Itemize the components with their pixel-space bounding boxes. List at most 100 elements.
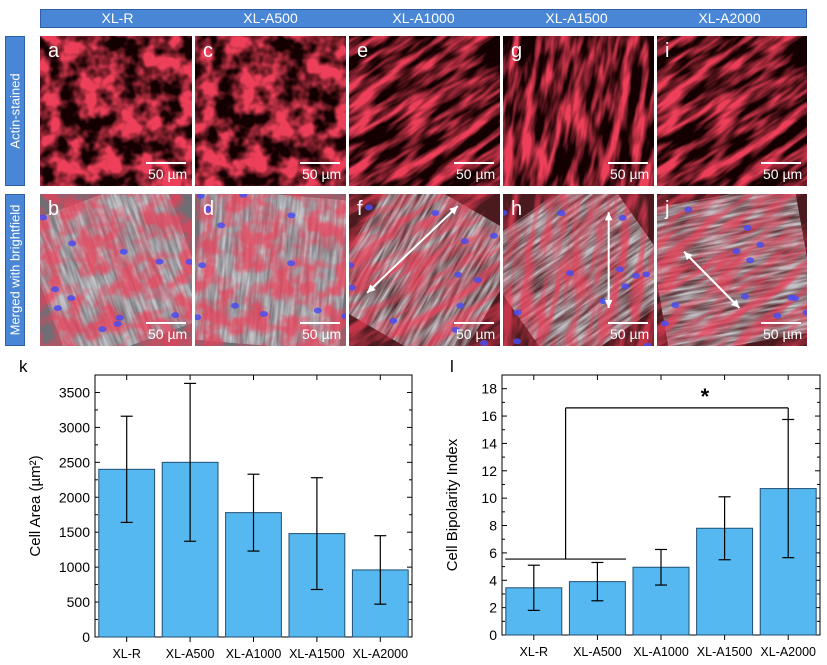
x-tick-label: XL-A500 <box>166 647 215 661</box>
panel-letter-l: l <box>450 357 454 376</box>
nucleus-mark <box>802 309 807 316</box>
scale-bar-line <box>761 162 801 164</box>
panel-letter-j: j <box>665 198 670 220</box>
micrograph-image-c <box>195 36 346 186</box>
nucleus-mark <box>621 283 630 290</box>
x-tick-label: XL-A1500 <box>289 647 345 661</box>
nucleus-mark <box>196 194 205 199</box>
scale-bar-label: 50 µm <box>302 166 342 182</box>
y-tick-label: 2 <box>489 600 497 616</box>
micrograph-image-a <box>40 36 192 186</box>
chart-cell-bipolarity: 0 2 4 6 8 10 12 14 16 18 XL-R XL-A500 XL-A1000 XL-A15… <box>444 374 821 659</box>
y-tick-label: 500 <box>67 594 91 610</box>
y-tick-label: 3000 <box>59 419 90 435</box>
nucleus-mark <box>53 305 62 312</box>
scale-bar-line <box>146 162 186 164</box>
scale-bar-line <box>300 322 340 324</box>
nucleus-mark <box>171 312 180 319</box>
nucleus-mark <box>746 257 755 264</box>
scale-bar-label: 50 µm <box>148 166 188 182</box>
y-axis-label: Cell Bipolarity Index <box>444 438 461 571</box>
nucleus-mark <box>732 248 741 255</box>
scale-bar-line <box>608 322 648 324</box>
micrograph-image-b <box>40 194 192 346</box>
scale-bar-label: 50 µm <box>456 166 496 182</box>
nucleus-mark <box>503 209 508 216</box>
column-label-xl-a1000: XL-A1000 <box>392 10 455 26</box>
nucleus-mark <box>684 206 693 213</box>
column-label-xl-a1500: XL-A1500 <box>545 10 608 26</box>
nucleus-mark <box>756 241 765 248</box>
nucleus-mark <box>489 232 498 239</box>
nucleus-mark <box>743 224 752 231</box>
nucleus-mark <box>513 338 521 345</box>
nucleus-mark <box>513 309 522 316</box>
x-tick-label: XL-A500 <box>573 645 622 659</box>
nucleus-mark <box>349 284 356 291</box>
nucleus-mark <box>119 248 128 255</box>
panel-letter-i: i <box>665 40 670 62</box>
y-tick-label: 12 <box>481 463 497 479</box>
panel-letter-f: f <box>357 198 363 220</box>
scale-bar-line <box>454 322 494 324</box>
chart-cell-area: 0 500 1000 1500 2000 2500 3000 3500 XL-R XL-A500 X… <box>27 374 413 661</box>
nucleus-mark <box>259 311 268 317</box>
nucleus-mark <box>557 210 566 217</box>
nucleus-mark <box>456 302 465 309</box>
y-tick-label: 2000 <box>59 489 90 505</box>
micrograph-image-e <box>349 36 500 186</box>
micrograph-panel-i: i 50 µm <box>657 36 807 186</box>
row-label-box-merged: Merged with brightfield <box>5 194 25 346</box>
row-label-actin: Actin-stained <box>7 73 23 149</box>
x-tick-label: XL-A1000 <box>226 647 282 661</box>
nucleus-mark <box>231 302 239 309</box>
x-tick-label: XL-A2000 <box>352 647 408 661</box>
scale-bar-label: 50 µm <box>763 166 803 182</box>
micrograph-panel-b: b 50 µm <box>40 194 192 346</box>
nucleus-mark <box>389 317 398 324</box>
nucleus-mark <box>616 266 624 273</box>
nucleus-mark <box>431 210 440 216</box>
micrograph-panel-j: j 50 µm <box>657 194 807 346</box>
nucleus-mark <box>68 240 77 247</box>
scale-bar-label: 50 µm <box>456 326 496 342</box>
row-label-merged: Merged with brightfield <box>7 204 23 336</box>
micrograph-panel-d: d 50 µm <box>195 194 346 346</box>
micrograph-panel-c: c 50 µm <box>195 36 346 186</box>
nucleus-mark <box>365 204 373 211</box>
scale-bar-label: 50 µm <box>302 326 342 342</box>
nucleus-mark <box>618 214 627 221</box>
micrograph-image-g <box>503 36 654 186</box>
nucleus-mark <box>451 326 460 333</box>
panel-letter-h: h <box>511 198 523 220</box>
nucleus-mark <box>791 295 800 302</box>
y-tick-label: 0 <box>489 627 497 643</box>
nucleus-mark <box>773 312 782 319</box>
nucleus-mark <box>204 206 213 213</box>
column-label-xl-a500: XL-A500 <box>243 10 298 26</box>
nucleus-mark <box>51 286 59 293</box>
nucleus-mark <box>454 271 463 278</box>
x-tick-label: XL-A1500 <box>697 645 753 659</box>
nucleus-mark <box>155 258 164 265</box>
y-tick-label: 4 <box>489 572 497 588</box>
y-tick-label: 1000 <box>59 559 90 575</box>
scale-bar-line <box>146 322 186 324</box>
y-tick-label: 10 <box>481 490 497 506</box>
nucleus-mark <box>115 314 124 321</box>
x-tick-label: XL-A1000 <box>633 645 689 659</box>
double-arrow-vertical-icon <box>604 212 613 308</box>
panel-letter-d: d <box>203 198 215 220</box>
y-tick-label: 14 <box>481 435 497 451</box>
nucleus-mark <box>313 307 322 314</box>
panel-letter-e: e <box>357 40 369 62</box>
nucleus-mark <box>185 258 192 265</box>
micrograph-image-f <box>349 194 500 346</box>
nucleus-mark <box>660 320 669 327</box>
y-tick-label: 0 <box>82 629 90 645</box>
micrograph-image-i <box>657 36 807 186</box>
column-label-xl-r: XL-R <box>101 10 134 26</box>
nucleus-mark <box>113 321 122 327</box>
double-arrow-diagonal-icon <box>683 251 741 309</box>
y-tick-label: 16 <box>481 408 497 424</box>
